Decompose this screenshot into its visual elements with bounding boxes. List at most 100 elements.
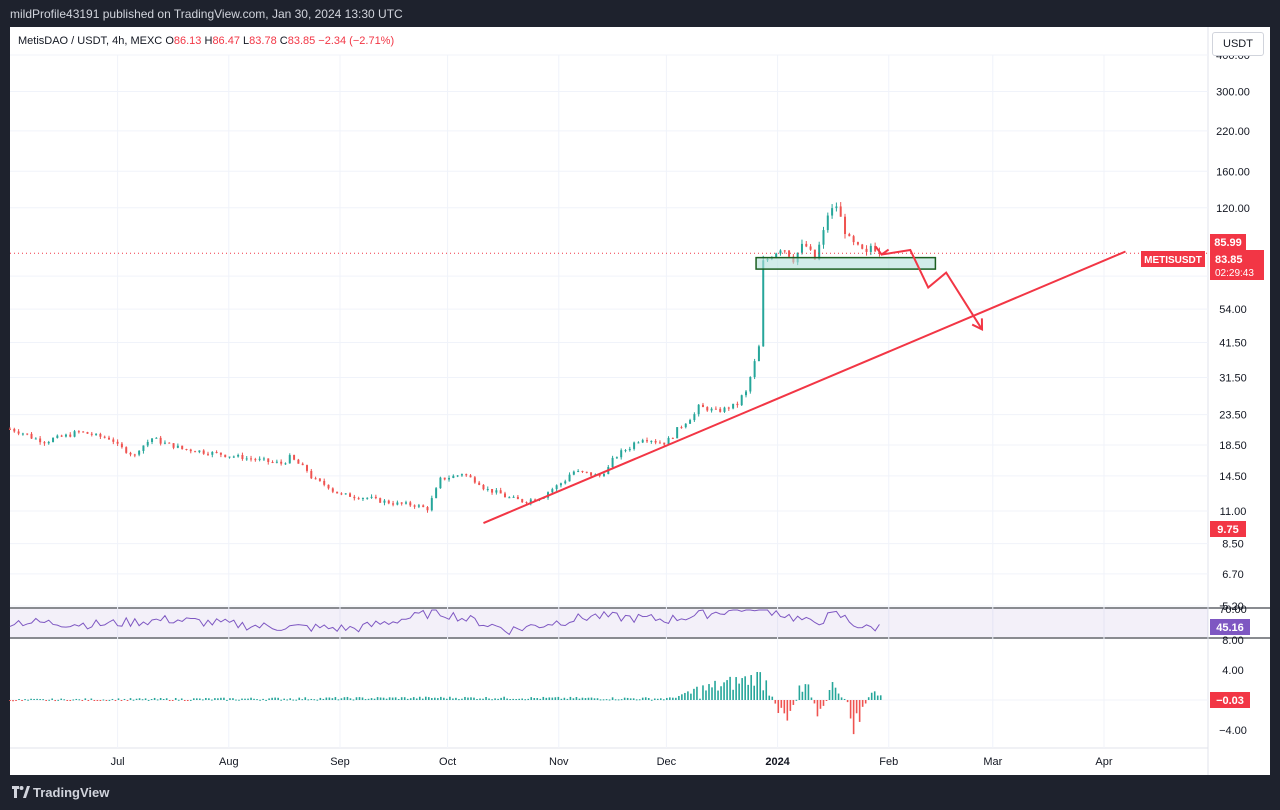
macd-bar [831,682,834,700]
macd-bar [126,700,129,701]
macd-bar [440,696,442,700]
candle-body [318,478,321,481]
high-price-badge-bg [1210,234,1246,250]
publisher-text: mildProfile43191 published on TradingVie… [10,7,403,21]
axes-layer: 400.00300.00220.00160.00120.0070.0054.00… [111,50,1264,768]
time-tick-label: Oct [439,756,456,768]
macd-bar [783,700,786,714]
symbol-title[interactable]: MetisDAO / USDT, 4h, MEXC [18,35,163,47]
candle-body [835,206,838,209]
macd-bar [590,697,593,700]
rsi-line [9,609,880,636]
low-price-badge-bg [1210,521,1246,537]
candle-body [206,453,209,455]
candle-body [353,496,356,499]
macd-bar [268,698,270,700]
macd-bar [494,698,496,700]
candle-body [13,428,16,432]
close-value: 83.85 [287,35,316,47]
macd-bar [548,697,551,700]
candle-body [267,458,270,462]
macd-bar [337,699,340,701]
macd-bar [66,700,69,701]
macd-bar [563,697,566,700]
candle-body [366,497,369,499]
candle-body [43,442,46,444]
candle-body [21,433,24,435]
first-dip-arrowhead [874,245,890,256]
candle-body [598,474,601,476]
candle-body [624,450,627,452]
macd-bar [656,698,659,700]
candle-body [202,450,205,454]
macd-bar [837,693,840,700]
macd-bar [479,698,481,700]
macd-bar [358,697,361,700]
candle-body [142,445,145,451]
candle-body [637,442,640,444]
macd-bar [500,697,502,700]
macd-bar [738,683,740,700]
candle-body [503,493,506,498]
price-tick-label: 41.50 [1219,337,1247,349]
macd-bar [482,698,484,700]
macd-bar [394,697,397,700]
candle-body [839,206,842,217]
macd-bar [840,697,843,700]
macd-bar [153,697,156,700]
candle-body [435,488,438,499]
candle-body [775,253,778,258]
candle-body [658,442,661,444]
rsi-band [10,609,1208,637]
candle-body [340,493,343,495]
macd-bar [81,700,84,701]
macd-bar [855,700,858,714]
change-value: −2.34 (−2.71%) [318,35,395,47]
footer-bar: TradingView [0,775,1280,810]
candle-body [555,485,558,490]
candle-body [590,472,593,476]
candle-body [551,489,554,493]
candle-body [392,503,395,505]
candle-body [577,470,580,472]
macd-bar [286,699,288,701]
macd-bar [382,697,385,700]
macd-bar [675,697,677,700]
candle-body [275,461,278,463]
price-tick-label: 5.20 [1222,601,1243,613]
macd-bar [702,685,704,700]
price-tick-label: 220.00 [1216,126,1250,138]
macd-bar [789,700,792,711]
macd-bar [424,696,427,700]
candle-body [813,249,816,260]
macd-bar [663,699,665,701]
candle-body [349,493,352,497]
candle-body [396,502,399,505]
candle-body [745,391,748,396]
currency-button[interactable]: USDT [1212,32,1264,56]
macd-bar [102,699,105,701]
candle-body [602,474,605,476]
price-tick-label: 54.00 [1219,304,1247,316]
macd-bar [518,698,520,700]
candle-body [805,243,808,247]
candle-body [125,447,128,453]
macd-bar [199,698,201,700]
macd-bar [632,698,635,700]
time-tick-label: Apr [1095,756,1112,768]
time-tick-label: Dec [657,756,677,768]
candle-body [60,435,63,437]
candle-body [757,346,760,362]
footer-brand: TradingView [33,785,110,800]
candle-body [611,457,614,468]
candle-body [719,408,722,412]
macd-bar [138,698,141,700]
macd-bar [280,699,282,701]
candle-body [327,484,330,489]
candle-body [73,431,76,437]
macd-bar [379,697,382,700]
candle-body [861,244,864,249]
candle-body [383,500,386,503]
macd-bar [720,686,722,700]
